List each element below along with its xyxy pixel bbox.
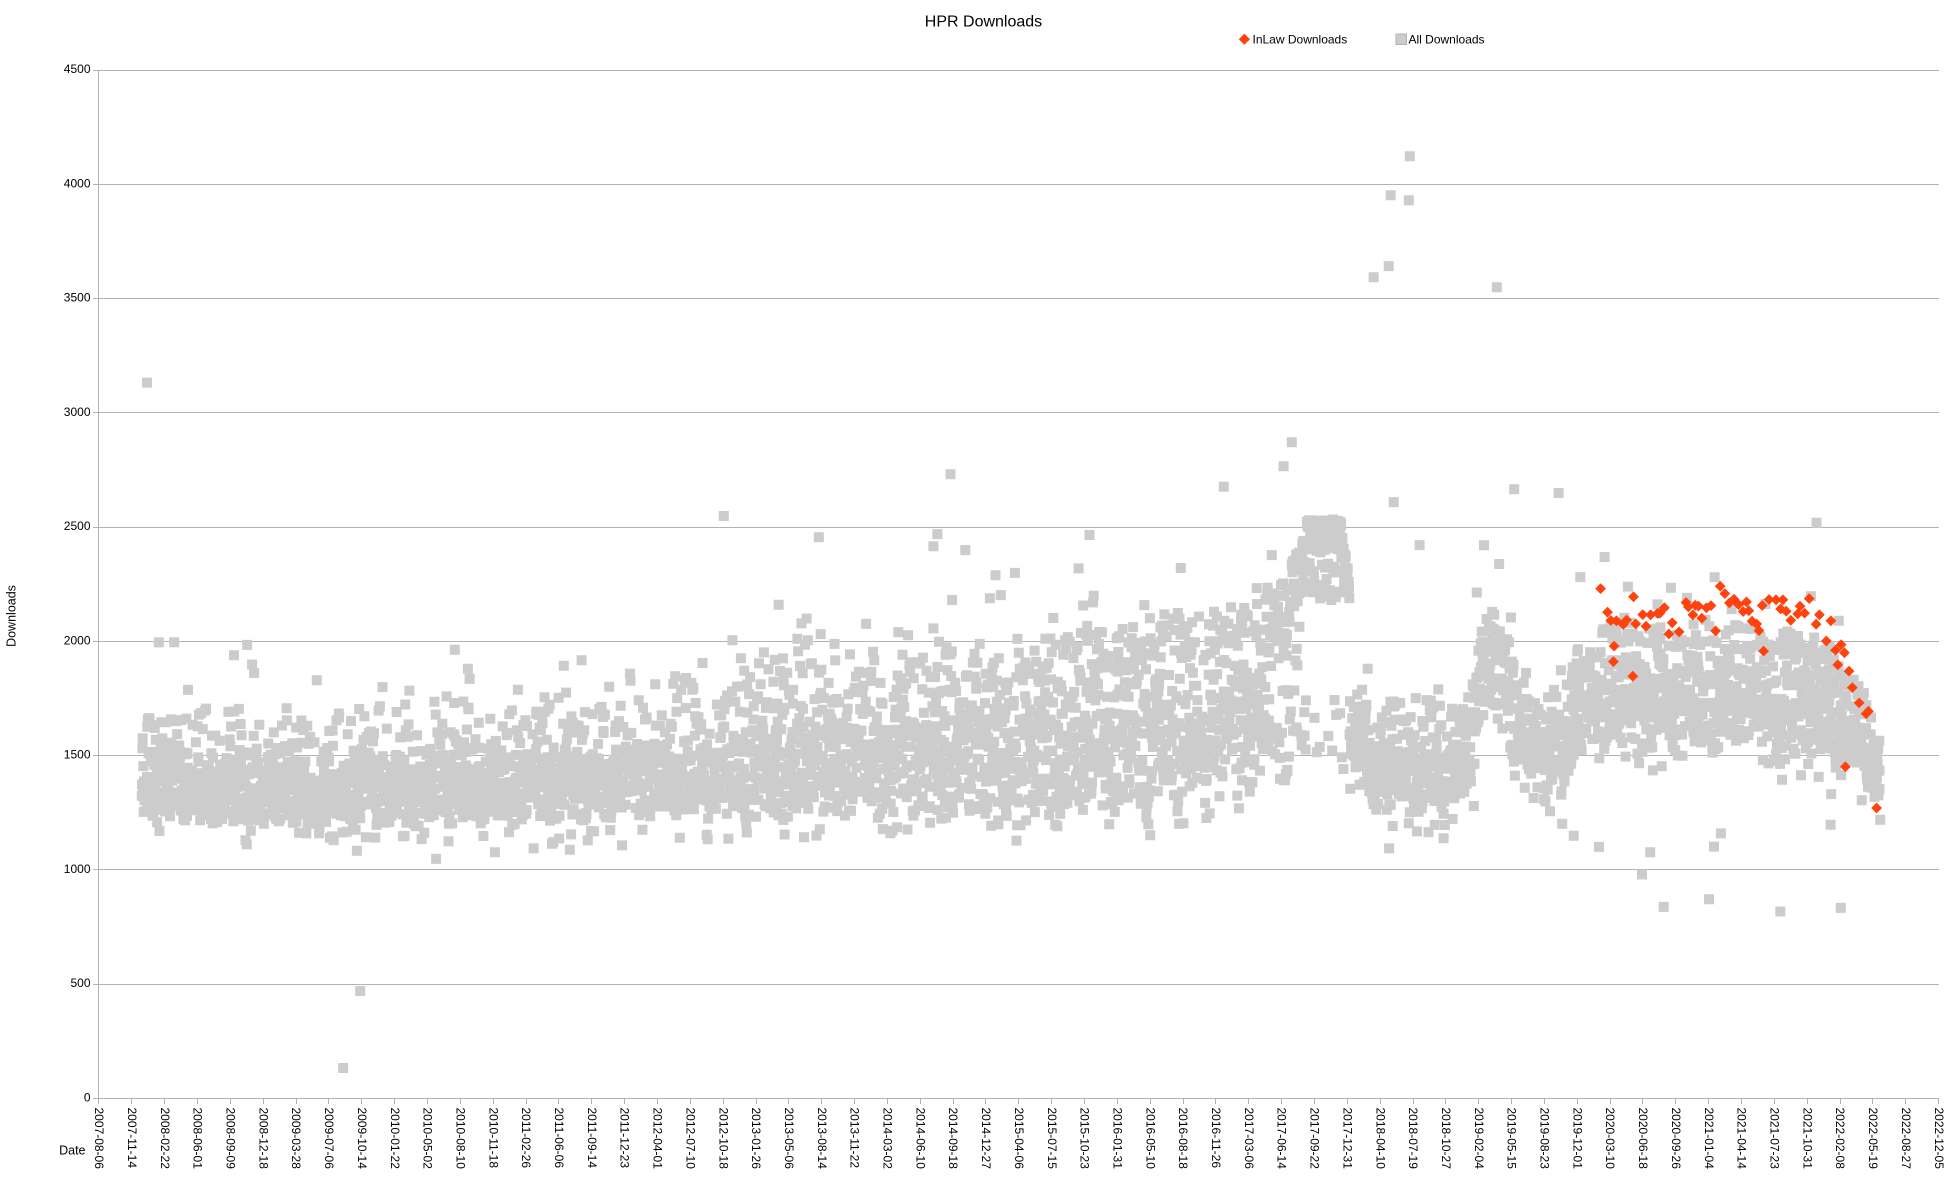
svg-text:3500: 3500 <box>64 291 91 305</box>
svg-text:InLaw Downloads: InLaw Downloads <box>1253 33 1348 47</box>
svg-text:2012-10-18: 2012-10-18 <box>716 1108 730 1170</box>
svg-text:1000: 1000 <box>64 862 91 876</box>
svg-text:2022-08-27: 2022-08-27 <box>1899 1108 1913 1170</box>
svg-text:2021-04-14: 2021-04-14 <box>1735 1108 1749 1170</box>
svg-text:2021-01-04: 2021-01-04 <box>1702 1108 1716 1170</box>
svg-text:2017-06-14: 2017-06-14 <box>1275 1108 1289 1170</box>
svg-text:2012-07-10: 2012-07-10 <box>683 1108 697 1170</box>
svg-text:2009-10-14: 2009-10-14 <box>355 1108 369 1170</box>
svg-text:2016-11-26: 2016-11-26 <box>1209 1108 1223 1169</box>
svg-text:2016-01-31: 2016-01-31 <box>1111 1108 1125 1170</box>
svg-text:2018-07-19: 2018-07-19 <box>1406 1108 1420 1170</box>
svg-text:2017-12-31: 2017-12-31 <box>1340 1108 1354 1170</box>
svg-text:2013-01-26: 2013-01-26 <box>749 1108 763 1170</box>
svg-text:2014-03-02: 2014-03-02 <box>881 1108 895 1170</box>
svg-text:2019-12-01: 2019-12-01 <box>1570 1108 1584 1170</box>
svg-text:All Downloads: All Downloads <box>1409 33 1485 47</box>
svg-text:2020-06-18: 2020-06-18 <box>1636 1108 1650 1170</box>
svg-text:2011-12-23: 2011-12-23 <box>618 1108 632 1169</box>
svg-text:2010-05-02: 2010-05-02 <box>421 1108 435 1170</box>
svg-text:2008-09-09: 2008-09-09 <box>224 1108 238 1170</box>
svg-text:2018-04-10: 2018-04-10 <box>1373 1108 1387 1170</box>
svg-text:2022-12-05: 2022-12-05 <box>1932 1108 1946 1170</box>
svg-text:2010-01-22: 2010-01-22 <box>388 1108 402 1170</box>
svg-text:2022-05-19: 2022-05-19 <box>1866 1108 1880 1170</box>
svg-text:2500: 2500 <box>64 519 91 533</box>
svg-text:2013-11-22: 2013-11-22 <box>848 1108 862 1169</box>
svg-text:2010-08-10: 2010-08-10 <box>454 1108 468 1170</box>
svg-text:2016-05-10: 2016-05-10 <box>1143 1108 1157 1170</box>
svg-text:2007-11-14: 2007-11-14 <box>125 1108 139 1169</box>
svg-text:2019-02-04: 2019-02-04 <box>1472 1108 1486 1170</box>
svg-text:2016-08-18: 2016-08-18 <box>1176 1108 1190 1170</box>
svg-text:2008-02-22: 2008-02-22 <box>158 1108 172 1170</box>
svg-text:2008-12-18: 2008-12-18 <box>256 1108 270 1170</box>
svg-text:2019-05-15: 2019-05-15 <box>1505 1108 1519 1170</box>
svg-text:2015-10-23: 2015-10-23 <box>1078 1108 1092 1170</box>
svg-text:500: 500 <box>70 976 90 990</box>
svg-text:2017-09-22: 2017-09-22 <box>1308 1108 1322 1170</box>
svg-text:2015-07-15: 2015-07-15 <box>1045 1108 1059 1170</box>
svg-text:2008-06-01: 2008-06-01 <box>191 1108 205 1170</box>
svg-text:2007-08-06: 2007-08-06 <box>92 1108 106 1170</box>
svg-text:2021-10-31: 2021-10-31 <box>1800 1108 1814 1170</box>
svg-text:Downloads: Downloads <box>5 585 19 647</box>
svg-text:2020-09-26: 2020-09-26 <box>1669 1108 1683 1170</box>
svg-text:2000: 2000 <box>64 633 91 647</box>
svg-text:0: 0 <box>84 1090 91 1104</box>
svg-text:HPR Downloads: HPR Downloads <box>925 14 1042 31</box>
svg-text:2022-02-08: 2022-02-08 <box>1833 1108 1847 1170</box>
svg-text:2011-02-26: 2011-02-26 <box>519 1108 533 1169</box>
svg-text:4000: 4000 <box>64 176 91 190</box>
svg-text:2014-12-27: 2014-12-27 <box>979 1108 993 1170</box>
svg-text:2011-09-14: 2011-09-14 <box>585 1108 599 1169</box>
svg-text:2009-07-06: 2009-07-06 <box>322 1108 336 1170</box>
svg-text:2014-09-18: 2014-09-18 <box>946 1108 960 1170</box>
svg-text:1500: 1500 <box>64 748 91 762</box>
svg-text:2011-06-06: 2011-06-06 <box>552 1108 566 1169</box>
svg-text:4500: 4500 <box>64 62 91 76</box>
svg-text:2018-10-27: 2018-10-27 <box>1439 1108 1453 1170</box>
svg-text:2010-11-18: 2010-11-18 <box>486 1108 500 1169</box>
svg-text:2019-08-23: 2019-08-23 <box>1538 1108 1552 1170</box>
svg-text:2021-07-23: 2021-07-23 <box>1768 1108 1782 1170</box>
svg-text:2013-05-06: 2013-05-06 <box>782 1108 796 1170</box>
svg-text:2020-03-10: 2020-03-10 <box>1603 1108 1617 1170</box>
svg-text:Date: Date <box>59 1144 85 1158</box>
svg-text:2017-03-06: 2017-03-06 <box>1242 1108 1256 1170</box>
svg-text:2014-06-10: 2014-06-10 <box>913 1108 927 1170</box>
svg-text:2013-08-14: 2013-08-14 <box>815 1108 829 1170</box>
svg-text:2009-03-28: 2009-03-28 <box>289 1108 303 1170</box>
svg-text:3000: 3000 <box>64 405 91 419</box>
svg-text:2015-04-06: 2015-04-06 <box>1012 1108 1026 1170</box>
svg-text:2012-04-01: 2012-04-01 <box>651 1108 665 1170</box>
